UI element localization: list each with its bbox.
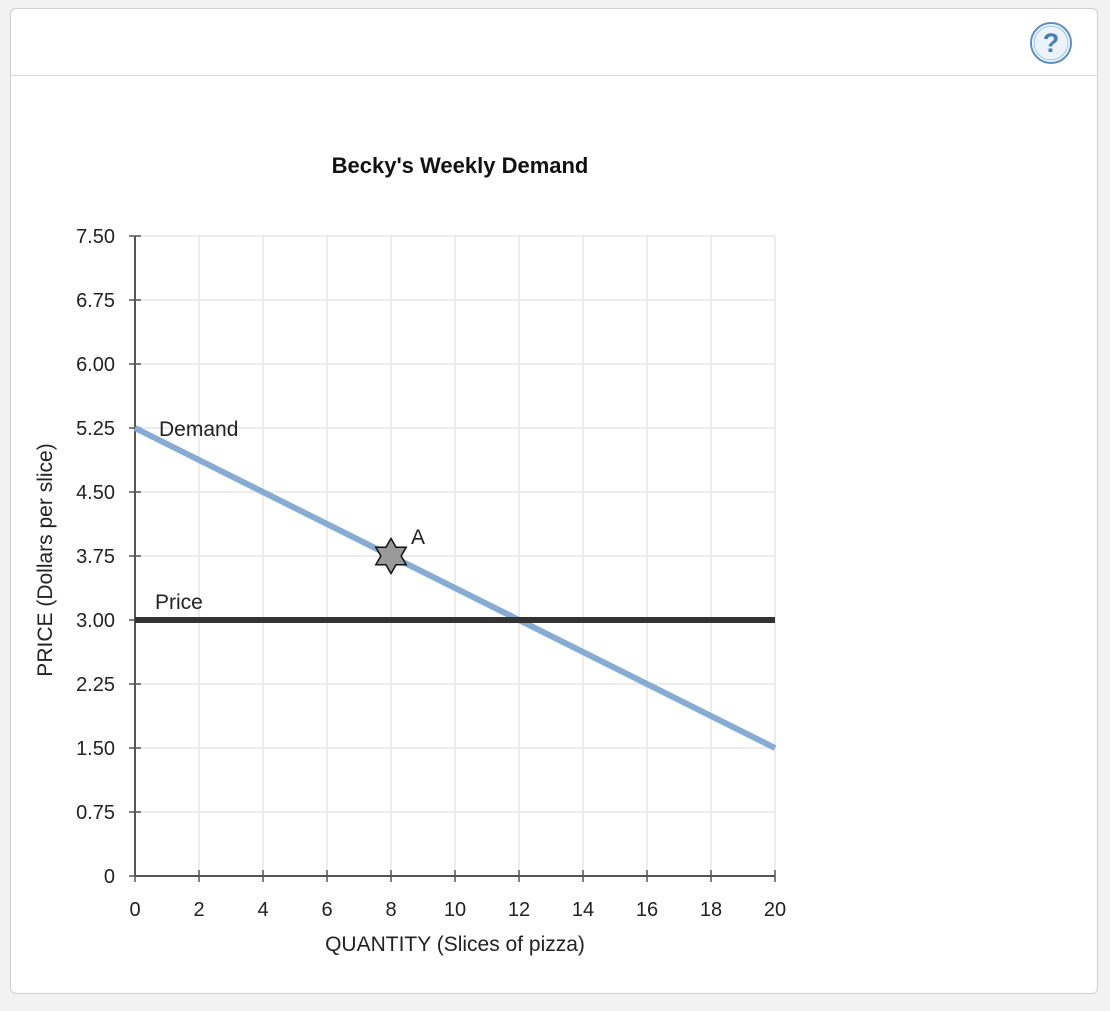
y-tick-label: 3.75: [76, 546, 115, 568]
y-tick-label: 6.75: [76, 290, 115, 312]
x-tick-label: 6: [321, 899, 332, 921]
axes: [129, 235, 776, 882]
y-tick-label: 4.50: [76, 482, 115, 504]
question-panel: ?: [10, 8, 1098, 994]
x-tick-label: 4: [257, 899, 268, 921]
series-label-price: Price: [155, 591, 203, 614]
y-tick-label: 0.75: [76, 802, 115, 824]
help-button[interactable]: ?: [1029, 21, 1073, 65]
x-tick-label: 2: [193, 899, 204, 921]
y-tick-label: 2.25: [76, 674, 115, 696]
y-tick-label: 6.00: [76, 354, 115, 376]
point-a-label: A: [411, 526, 425, 549]
x-tick-label: 16: [636, 899, 658, 921]
series-label-demand: Demand: [159, 418, 238, 441]
x-tick-label: 14: [572, 899, 594, 921]
y-tick-label: 0: [104, 866, 115, 888]
x-tick-label: 12: [508, 899, 530, 921]
y-tick-label: 3.00: [76, 610, 115, 632]
series: [133, 425, 777, 751]
x-tick-label: 18: [700, 899, 722, 921]
x-tick-label: 20: [764, 899, 786, 921]
y-tick-label: 7.50: [76, 226, 115, 248]
x-tick-label: 8: [385, 899, 396, 921]
question-mark-icon: ?: [1030, 22, 1072, 64]
grid: [135, 235, 776, 876]
x-tick-label: 10: [444, 899, 466, 921]
chart-title: Becky's Weekly Demand: [332, 153, 589, 178]
series-line-demand: [133, 425, 777, 751]
help-label: ?: [1043, 28, 1060, 58]
point-a-marker-fill: [377, 548, 405, 572]
y-tick-label: 5.25: [76, 418, 115, 440]
x-tick-label: 0: [129, 899, 140, 921]
x-axis-label: QUANTITY (Slices of pizza): [325, 933, 585, 956]
y-tick-label: 1.50: [76, 738, 115, 760]
panel-header: [11, 9, 1097, 76]
labels: Becky's Weekly Demand QUANTITY (Slices o…: [34, 153, 786, 956]
y-axis-label: PRICE (Dollars per slice): [34, 443, 57, 676]
